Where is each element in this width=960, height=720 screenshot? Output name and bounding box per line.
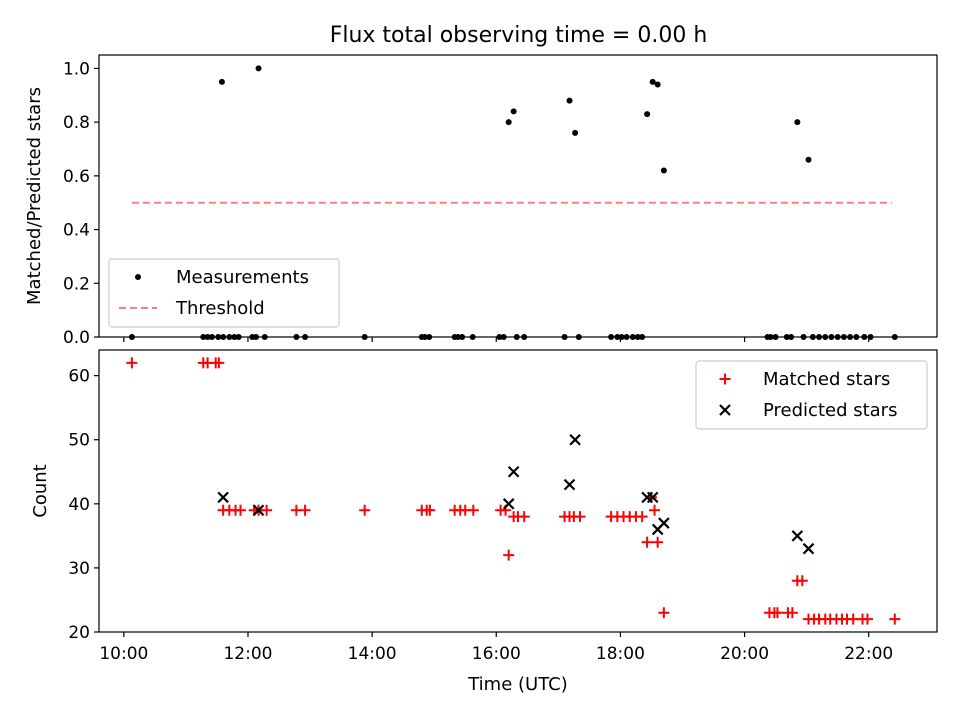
predicted-star-marker: [802, 542, 815, 555]
matched-star-marker: [847, 613, 859, 625]
predicted-star-marker: [646, 491, 659, 504]
y-tick-label: 50: [68, 431, 90, 451]
matched-star-marker: [359, 504, 371, 516]
measurement-point: [218, 78, 225, 85]
legend-box: [108, 258, 340, 328]
x-tick-label: 20:00: [720, 644, 769, 664]
y-tick-label: 0.6: [63, 167, 90, 187]
matched-star-marker: [861, 613, 873, 625]
y-tick-label: 0.4: [63, 221, 90, 241]
legend-plus-icon: [719, 373, 731, 385]
y-axis-label: Count: [30, 464, 51, 517]
y-tick-label: 60: [68, 367, 90, 387]
predicted-star-marker: [569, 433, 581, 446]
y-tick-label: 1.0: [63, 59, 90, 79]
y-tick-label: 0.0: [63, 328, 90, 348]
predicted-star-marker: [502, 498, 515, 510]
measurement-point: [255, 65, 262, 72]
x-tick-label: 10:00: [99, 644, 148, 664]
matched-star-marker: [503, 549, 515, 561]
y-tick-label: 40: [68, 495, 90, 515]
measurement-point: [660, 167, 667, 174]
y-tick-label: 0.2: [63, 274, 90, 294]
x-tick-label: 16:00: [472, 644, 521, 664]
matched-star-marker: [636, 511, 648, 523]
matched-star-marker: [786, 607, 798, 619]
matched-star-marker: [641, 536, 653, 548]
measurement-point: [654, 81, 661, 88]
y-tick-label: 20: [68, 623, 90, 643]
predicted-star-marker: [791, 530, 804, 542]
legend-label: Predicted stars: [763, 400, 897, 421]
matched-star-marker: [213, 357, 225, 369]
y-tick-label: 0.8: [63, 113, 90, 133]
matched-star-marker: [126, 357, 138, 369]
matched-star-marker: [771, 607, 783, 619]
predicted-star-marker: [563, 478, 576, 491]
measurement-point: [505, 119, 512, 126]
x-tick-label: 22:00: [844, 644, 893, 664]
measurement-point: [572, 129, 579, 136]
legend-label: Matched stars: [763, 369, 890, 390]
measurement-point: [644, 111, 651, 118]
legend-x-icon: [719, 404, 731, 416]
matched-star-marker: [261, 504, 273, 516]
legend-dot-icon: [135, 274, 141, 280]
matched-star-marker: [658, 607, 670, 619]
top-axes: 0.0 0.2 0.4 0.6 0.8 1.0 Matched/Predicted star…: [24, 54, 938, 348]
predicted-star-marker: [217, 491, 229, 504]
series-predicted-stars: [217, 433, 815, 555]
x-tick-label: 14:00: [348, 644, 397, 664]
x-tick-label: 12:00: [223, 644, 272, 664]
predicted-star-marker: [507, 465, 520, 478]
measurement-point: [805, 156, 812, 163]
y-axis-label: Matched/Predicted stars: [24, 87, 45, 305]
measurement-point: [794, 119, 801, 126]
predicted-star-marker: [658, 517, 670, 529]
matched-star-marker: [299, 504, 311, 516]
measurement-point: [510, 108, 517, 115]
measurement-point: [649, 78, 656, 85]
bottom-axes: 20 30 40 50 60 10:00 12:00 14:00 16:00 18:00 20:00…: [30, 349, 938, 695]
legend-label: Threshold: [175, 298, 265, 319]
legend-box: [695, 360, 928, 430]
predicted-star-marker: [252, 504, 265, 517]
matched-star-marker: [235, 504, 247, 516]
matched-star-marker: [796, 575, 808, 587]
matched-star-marker: [518, 511, 530, 523]
measurement-point: [566, 97, 573, 104]
matched-star-marker: [574, 511, 586, 523]
matched-star-marker: [649, 504, 661, 516]
x-axis-label: Time (UTC): [467, 674, 568, 695]
x-tick-label: 18:00: [596, 644, 645, 664]
axes-frame: [98, 349, 938, 633]
matched-star-marker: [889, 613, 901, 625]
axes-frame: [98, 54, 938, 338]
legend: Measurements Threshold: [108, 258, 340, 328]
figure-title: Flux total observing time = 0.00 h: [330, 23, 708, 48]
matched-star-marker: [424, 504, 436, 516]
y-tick-label: 30: [68, 559, 90, 579]
matched-star-marker: [467, 504, 479, 516]
matched-star-marker: [652, 536, 664, 548]
legend-label: Measurements: [176, 267, 309, 288]
legend: Matched stars Predicted stars: [695, 360, 928, 430]
